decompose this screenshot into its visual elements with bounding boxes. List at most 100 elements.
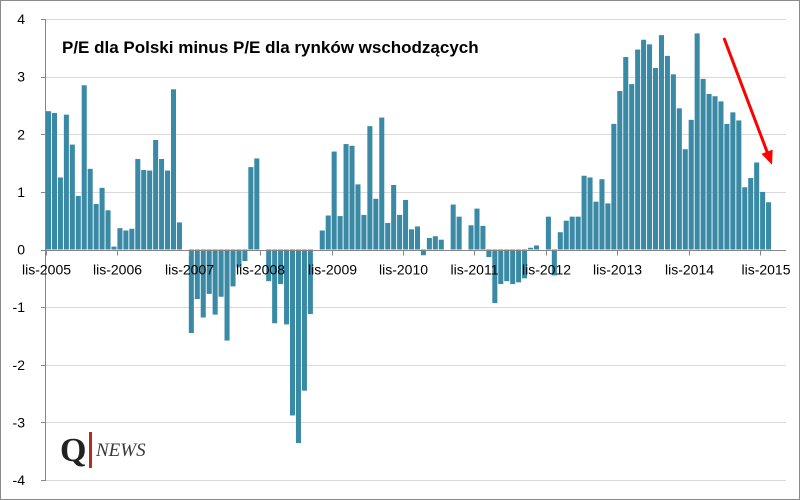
- bar-105: [670, 74, 676, 250]
- bar-102: [652, 67, 659, 250]
- bar-55: [373, 198, 379, 250]
- bar-100: [641, 39, 647, 250]
- bar-5: [75, 195, 81, 250]
- x-tick-label-9: lis-2014: [665, 262, 714, 278]
- x-tick-label-8: lis-2013: [593, 262, 642, 278]
- logo-divider: [89, 432, 92, 468]
- bar-57: [385, 222, 391, 250]
- bar-53: [361, 214, 367, 250]
- bar-59: [397, 214, 403, 250]
- bar-7: [87, 168, 93, 250]
- bar-77: [504, 249, 510, 282]
- bar-65: [432, 236, 438, 250]
- bar-76: [498, 249, 504, 285]
- bar-4: [69, 144, 75, 250]
- bar-24: [188, 249, 194, 334]
- chart-title: P/E dla Polski minus P/E dla rynków wsch…: [62, 38, 479, 57]
- bar-111: [706, 93, 712, 250]
- bar-2: [57, 177, 63, 250]
- bar-110: [700, 78, 706, 250]
- bar-49: [337, 216, 343, 250]
- bar-8: [93, 203, 99, 250]
- bar-52: [355, 184, 361, 250]
- bar-10: [105, 210, 111, 250]
- bar-38: [272, 249, 278, 324]
- trend-arrow-shaft-0: [722, 37, 769, 154]
- bar-74: [486, 249, 492, 257]
- bar-69: [456, 216, 462, 250]
- logo-text: NEWS: [95, 440, 146, 461]
- bar-44: [307, 249, 313, 315]
- bar-14: [129, 228, 135, 250]
- bar-86: [557, 232, 563, 250]
- x-tick-label-2: lis-2007: [165, 262, 214, 278]
- bar-90: [581, 175, 587, 250]
- bar-91: [587, 177, 593, 250]
- x-tick-label-6: lis-2011: [451, 262, 499, 278]
- bar-81: [528, 247, 534, 250]
- bar-51: [349, 145, 355, 250]
- bar-18: [153, 140, 159, 250]
- bar-22: [176, 222, 182, 250]
- bar-series: [46, 33, 772, 444]
- bar-116: [736, 120, 742, 250]
- bar-93: [599, 179, 605, 250]
- bar-115: [730, 112, 736, 250]
- bar-11: [111, 246, 117, 250]
- bar-66: [438, 239, 444, 250]
- logo-background: [58, 430, 170, 468]
- bar-21: [170, 89, 177, 250]
- bar-42: [295, 249, 301, 444]
- bar-94: [605, 203, 611, 250]
- y-tick-label-6: 2: [17, 126, 25, 142]
- bar-107: [682, 149, 688, 250]
- bar-48: [331, 151, 337, 250]
- y-tick-label-0: -4: [13, 472, 26, 488]
- bar-19: [159, 159, 165, 250]
- bar-64: [426, 237, 432, 250]
- bar-120: [760, 191, 766, 250]
- bar-56: [379, 117, 385, 250]
- bar-13: [123, 230, 129, 250]
- x-tick-label-5: lis-2010: [379, 262, 428, 278]
- y-tick-label-5: 1: [17, 184, 25, 200]
- y-tick-label-4: 0: [17, 242, 25, 258]
- bar-46: [319, 230, 325, 250]
- bar-75: [492, 249, 498, 304]
- bar-47: [325, 215, 331, 250]
- bar-32: [236, 249, 242, 268]
- bar-50: [343, 144, 349, 250]
- bar-117: [742, 187, 748, 250]
- bar-73: [480, 225, 486, 250]
- bar-79: [516, 249, 522, 283]
- y-tick-label-3: -1: [13, 299, 26, 315]
- bar-112: [712, 96, 718, 250]
- bar-29: [218, 249, 224, 297]
- x-tick-label-1: lis-2006: [93, 262, 142, 278]
- bar-60: [403, 199, 409, 250]
- x-tick-label-3: lis-2008: [236, 262, 285, 278]
- bar-87: [563, 220, 569, 250]
- bar-58: [391, 184, 397, 250]
- bar-63: [420, 249, 426, 256]
- bar-85: [551, 249, 557, 276]
- bar-97: [623, 57, 629, 250]
- y-tick-label-2: -2: [13, 357, 26, 373]
- bar-25: [194, 249, 200, 300]
- bar-68: [450, 204, 456, 250]
- bar-101: [647, 44, 653, 250]
- bar-61: [409, 229, 415, 250]
- bar-104: [664, 55, 670, 250]
- bar-3: [63, 114, 69, 250]
- bar-17: [147, 170, 153, 250]
- bar-72: [474, 208, 480, 250]
- y-tick-label-7: 3: [17, 69, 25, 85]
- logo-letter: Q: [60, 432, 86, 469]
- bar-92: [593, 201, 599, 250]
- bar-16: [141, 169, 147, 250]
- bar-9: [99, 187, 105, 250]
- bar-95: [611, 123, 617, 250]
- bar-41: [289, 249, 296, 416]
